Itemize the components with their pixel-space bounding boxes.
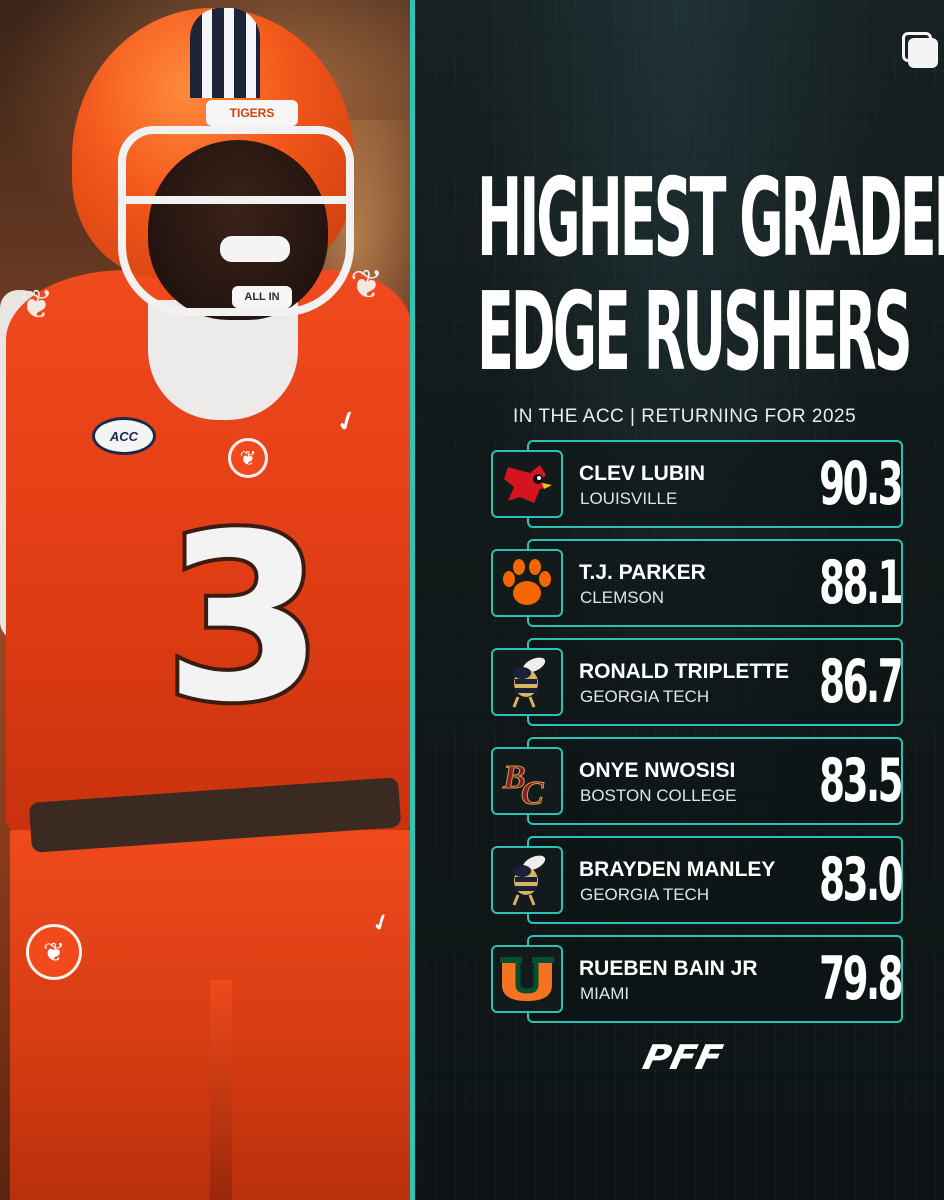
shoulder-paw-icon-left: ❦ [20,283,54,327]
player-school: GEORGIA TECH [580,687,710,706]
player-name: BRAYDEN MANLEY [579,858,776,881]
row-frame [527,935,903,1023]
jersey-paw-icon: ❦ [228,438,268,478]
accent-divider [410,0,415,1200]
acc-patch: ACC [92,417,156,455]
row-frame [527,737,903,825]
player-name: RUEBEN BAIN JR [579,957,758,980]
row-frame [527,638,903,726]
player-name: CLEV LUBIN [579,462,705,485]
player-grade: 83.5 [819,746,903,816]
player-photo: ACC ❦ ✓ ❦ ❦ 3 ❦ ✓ TIGERS ALL IN [0,0,412,1200]
player-name: T.J. PARKER [579,561,706,584]
svg-text:B: B [502,759,526,796]
title-line-1: HIGHEST GRADED [477,156,944,281]
player-school: GEORGIA TECH [580,885,710,904]
ranking-list: CLEV LUBIN LOUISVILLE 90.3 T.J. PARKER C… [491,440,905,1034]
player-grade: 79.8 [819,944,903,1014]
player-grade: 88.1 [819,548,903,618]
player-school: BOSTON COLLEGE [580,786,737,805]
ranking-panel: HIGHEST GRADED EDGE RUSHERS IN THE ACC |… [415,0,944,1200]
helmet-tigers-tag: TIGERS [206,100,298,126]
player-name: ONYE NWOSISI [579,759,736,782]
pants-paw-icon: ❦ [26,924,82,980]
shoulder-paw-icon-right: ❦ [350,263,384,307]
louisville-cardinal-logo-icon [491,450,563,518]
player-school: LOUISVILLE [580,489,678,508]
row-frame [527,836,903,924]
gallery-multiple-icon[interactable] [902,32,940,70]
row-frame [527,440,903,528]
svg-text:C: C [521,775,544,808]
player-grade: 83.0 [819,845,903,915]
ranking-row: RUEBEN BAIN JR MIAMI 79.8 [491,935,905,1025]
chin-strap-tag: ALL IN [232,286,292,308]
miami-u-logo-icon [491,945,563,1013]
ranking-row: CLEV LUBIN LOUISVILLE 90.3 [491,440,905,530]
boston-college-bc-logo-icon: B C [491,747,563,815]
helmet-stripe [190,8,260,98]
subtitle: IN THE ACC | RETURNING FOR 2025 [513,406,857,427]
ranking-row: B C ONYE NWOSISI BOSTON COLLEGE 83.5 [491,737,905,827]
ranking-row: RONALD TRIPLETTE GEORGIA TECH 86.7 [491,638,905,728]
ranking-row: T.J. PARKER CLEMSON 88.1 [491,539,905,629]
helmet-facemask [118,126,354,316]
georgia-tech-buzz-logo-icon [491,648,563,716]
facemask-bar [118,196,354,204]
georgia-tech-buzz-logo-icon [491,846,563,914]
pants-seam [210,980,232,1200]
player-school: MIAMI [580,984,630,1003]
player-neck-gaiter [148,300,298,420]
title-line-2: EDGE RUSHERS [477,270,913,395]
title: HIGHEST GRADED EDGE RUSHERS [477,156,944,402]
ranking-row: BRAYDEN MANLEY GEORGIA TECH 83.0 [491,836,905,926]
player-school: CLEMSON [580,588,665,607]
player-name: RONALD TRIPLETTE [579,660,789,683]
pff-logo: PFF [639,1038,727,1078]
jersey-number: 3 [160,486,328,753]
player-grade: 90.3 [819,449,903,519]
clemson-paw-logo-icon [491,549,563,617]
mouthguard [220,236,290,262]
player-grade: 86.7 [819,647,903,717]
